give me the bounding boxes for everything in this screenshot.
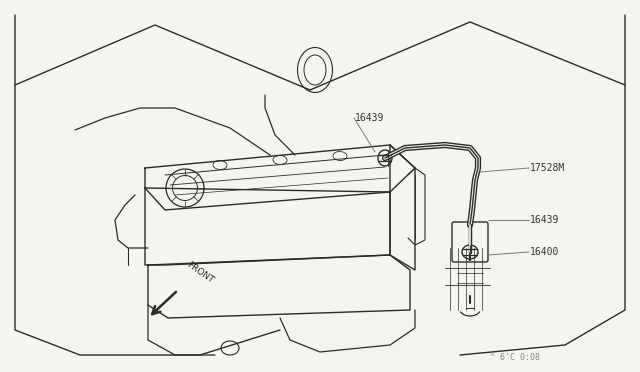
Text: 16400: 16400 xyxy=(530,247,559,257)
Text: 17528M: 17528M xyxy=(530,163,565,173)
Text: ^ 6'C 0:08: ^ 6'C 0:08 xyxy=(490,353,540,362)
Text: FRONT: FRONT xyxy=(185,260,215,285)
Text: 16439: 16439 xyxy=(530,215,559,225)
Text: 16439: 16439 xyxy=(355,113,385,123)
